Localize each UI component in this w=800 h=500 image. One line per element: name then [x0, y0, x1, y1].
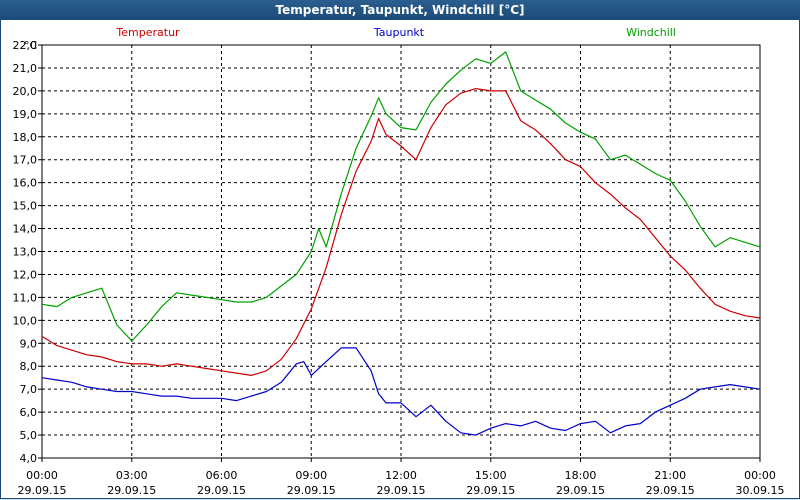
x-tick-time-label: 03:00 — [116, 469, 148, 482]
x-tick-date-label: 29.09.15 — [18, 484, 67, 497]
y-tick-label: 17,0 — [13, 154, 38, 167]
legend-taupunkt: Taupunkt — [373, 26, 425, 39]
x-tick-date-label: 30.09.15 — [736, 484, 785, 497]
x-tick-date-label: 29.09.15 — [556, 484, 605, 497]
x-tick-date-label: 29.09.15 — [197, 484, 246, 497]
y-tick-label: 15,0 — [13, 200, 38, 213]
y-tick-label: 4,0 — [20, 452, 38, 465]
y-tick-label: 22,0 — [13, 39, 38, 52]
series-line-taupunkt — [41, 347, 761, 436]
chart-title: Temperatur, Taupunkt, Windchill [°C] — [0, 0, 800, 20]
x-tick-date-label: 29.09.15 — [287, 484, 336, 497]
y-tick-label: 6,0 — [20, 406, 38, 419]
y-tick-label: 13,0 — [13, 246, 38, 259]
x-tick-time-label: 00:00 — [26, 469, 58, 482]
x-tick-date-label: 29.09.15 — [107, 484, 156, 497]
y-axis-label: °C — [24, 39, 38, 52]
x-tick-date-label: 29.09.15 — [646, 484, 695, 497]
y-tick-label: 14,0 — [13, 223, 38, 236]
x-tick-date-label: 29.09.15 — [377, 484, 426, 497]
x-tick-time-label: 09:00 — [295, 469, 327, 482]
x-tick-time-label: 15:00 — [475, 469, 507, 482]
y-tick-label: 18,0 — [13, 131, 38, 144]
x-tick-date-label: 29.09.15 — [466, 484, 515, 497]
y-tick-label: 11,0 — [13, 291, 38, 304]
series-line-temperatur — [41, 87, 761, 376]
y-tick-label: 8,0 — [20, 360, 38, 373]
y-tick-label: 9,0 — [20, 337, 38, 350]
y-tick-label: 10,0 — [13, 314, 38, 327]
series-line-windchill — [41, 51, 761, 342]
y-tick-label: 5,0 — [20, 429, 38, 442]
x-tick-time-label: 12:00 — [385, 469, 417, 482]
x-tick-time-label: 00:00 — [744, 469, 776, 482]
y-tick-label: 16,0 — [13, 177, 38, 190]
y-tick-label: 12,0 — [13, 268, 38, 281]
x-tick-time-label: 21:00 — [654, 469, 686, 482]
x-tick-time-label: 06:00 — [206, 469, 238, 482]
y-tick-label: 19,0 — [13, 108, 38, 121]
y-tick-label: 20,0 — [13, 85, 38, 98]
y-tick-label: 21,0 — [13, 62, 38, 75]
legend-windchill: Windchill — [626, 26, 676, 39]
x-tick-time-label: 18:00 — [565, 469, 597, 482]
legend-temperatur: Temperatur — [115, 26, 180, 39]
y-tick-label: 7,0 — [20, 383, 38, 396]
